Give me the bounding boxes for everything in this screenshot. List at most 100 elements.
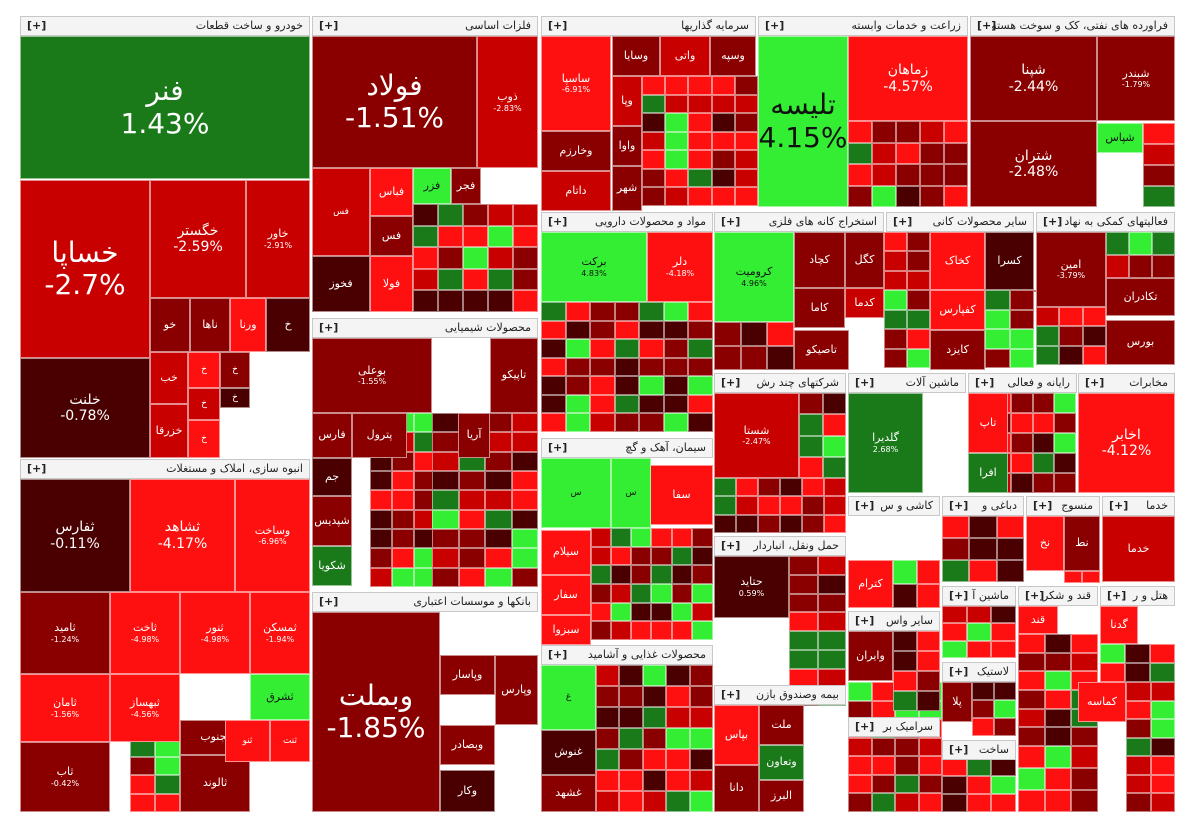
stock-tile[interactable]: کایزد [930,330,985,370]
sector-header[interactable]: [+] سایر واس [848,611,940,631]
stock-tile-small[interactable] [920,142,944,164]
stock-tile-small[interactable] [916,631,940,651]
stock-tile-small[interactable] [1150,774,1175,794]
stock-tile-small[interactable] [639,394,664,414]
stock-tile-small[interactable] [969,516,997,538]
stock-tile-small[interactable] [1018,746,1045,768]
stock-tile-small[interactable] [458,529,485,549]
stock-tile-small[interactable] [488,290,513,312]
stock-tile-small[interactable] [1044,671,1072,690]
stock-tile-small[interactable] [1044,690,1072,709]
stock-tile-small[interactable] [596,665,620,686]
stock-tile[interactable]: جم [312,458,352,496]
stock-tile-small[interactable] [767,322,794,346]
stock-tile-small[interactable] [942,758,967,776]
stock-tile-small[interactable] [565,413,591,432]
stock-tile[interactable]: شپنا -2.44% [970,36,1097,121]
stock-tile-small[interactable] [590,320,615,340]
stock-tile-small[interactable] [871,793,895,812]
stock-tile-small[interactable] [1129,232,1152,255]
stock-tile[interactable]: واوا [612,126,642,166]
stock-tile[interactable]: شهر [612,166,642,211]
stock-tile-small[interactable] [692,528,713,547]
stock-tile-small[interactable] [996,516,1024,538]
stock-tile-small[interactable] [872,164,896,186]
stock-tile-small[interactable] [822,435,846,457]
stock-tile-small[interactable] [488,204,513,226]
stock-tile-small[interactable] [758,478,780,497]
stock-tile-small[interactable] [895,737,919,757]
stock-tile-small[interactable] [895,756,919,775]
stock-tile[interactable]: ناها [190,298,230,352]
expand-button[interactable]: [+] [319,19,339,32]
stock-tile[interactable]: س [541,458,611,528]
stock-tile-small[interactable] [432,529,459,549]
stock-tile-small[interactable] [916,671,940,691]
stock-tile-small[interactable] [611,528,631,547]
stock-tile-small[interactable] [799,435,823,457]
stock-tile-small[interactable] [1018,690,1045,709]
stock-tile-small[interactable] [688,413,713,432]
stock-tile[interactable]: زماهان -4.57% [848,36,968,121]
expand-button[interactable]: [+] [319,595,339,608]
stock-tile[interactable]: وسپه [710,36,756,76]
stock-tile-small[interactable] [1044,790,1072,812]
stock-tile-small[interactable] [1106,255,1129,278]
stock-tile-small[interactable] [1054,433,1076,453]
stock-tile[interactable]: ثامید -1.24% [20,592,110,674]
stock-tile-small[interactable] [639,357,664,377]
stock-tile-small[interactable] [642,728,667,749]
stock-tile[interactable]: غ [541,665,596,730]
stock-tile-small[interactable] [734,150,758,169]
stock-tile-small[interactable] [438,290,463,312]
stock-tile-small[interactable] [590,413,615,432]
stock-tile-small[interactable] [1150,719,1175,738]
stock-tile[interactable]: کچاد [794,232,845,288]
stock-tile-small[interactable] [614,302,640,321]
stock-tile-small[interactable] [541,320,566,340]
stock-tile-small[interactable] [463,268,488,291]
stock-tile-small[interactable] [734,113,758,132]
stock-tile[interactable]: وکار [440,770,495,812]
stock-tile[interactable]: فس [370,216,413,256]
stock-tile-small[interactable] [596,686,620,707]
stock-tile[interactable]: ورنا [230,298,266,352]
stock-tile[interactable]: شبندر -1.79% [1097,36,1175,121]
sector-header[interactable]: [+] کاشی و س [848,496,940,516]
stock-tile-small[interactable] [893,584,917,608]
stock-tile-small[interactable] [541,339,566,358]
stock-tile-small[interactable] [596,707,620,728]
stock-tile-small[interactable] [596,791,620,812]
sector-header[interactable]: [+] خودرو و ساخت قطعات [20,16,310,36]
sector-header[interactable]: [+] ماشین آلات [848,373,966,393]
stock-tile-small[interactable] [642,707,667,728]
stock-tile[interactable]: ثالوند [180,755,250,812]
stock-tile-small[interactable] [848,142,872,164]
stock-tile-small[interactable] [665,150,689,169]
stock-tile-small[interactable] [155,775,180,794]
stock-tile-small[interactable] [1011,413,1033,433]
stock-tile[interactable]: البرز [759,780,804,812]
stock-tile-small[interactable] [642,749,667,770]
stock-tile-small[interactable] [591,621,611,640]
stock-tile-small[interactable] [895,793,919,812]
stock-tile-small[interactable] [1125,644,1150,663]
stock-tile-small[interactable] [1100,663,1125,682]
stock-tile-small[interactable] [651,602,672,622]
stock-tile[interactable]: خب [150,352,188,404]
stock-tile-small[interactable] [688,131,712,151]
stock-tile-small[interactable] [817,574,846,594]
stock-tile-small[interactable] [996,538,1024,560]
sector-header[interactable]: [+] بانکها و موسسات اعتباری [312,592,538,612]
expand-button[interactable]: [+] [977,19,997,32]
stock-tile-small[interactable] [734,168,758,188]
stock-tile[interactable]: وساخت -6.96% [235,479,310,592]
stock-tile[interactable]: پلا [942,682,972,722]
sector-header[interactable]: [+] دباغی و [942,496,1024,516]
stock-tile-small[interactable] [642,168,666,188]
stock-tile-small[interactable] [688,94,712,114]
stock-tile-small[interactable] [907,348,930,368]
stock-tile-small[interactable] [485,490,512,510]
stock-tile-small[interactable] [884,270,907,291]
stock-tile[interactable]: امین -3.79% [1036,232,1106,307]
